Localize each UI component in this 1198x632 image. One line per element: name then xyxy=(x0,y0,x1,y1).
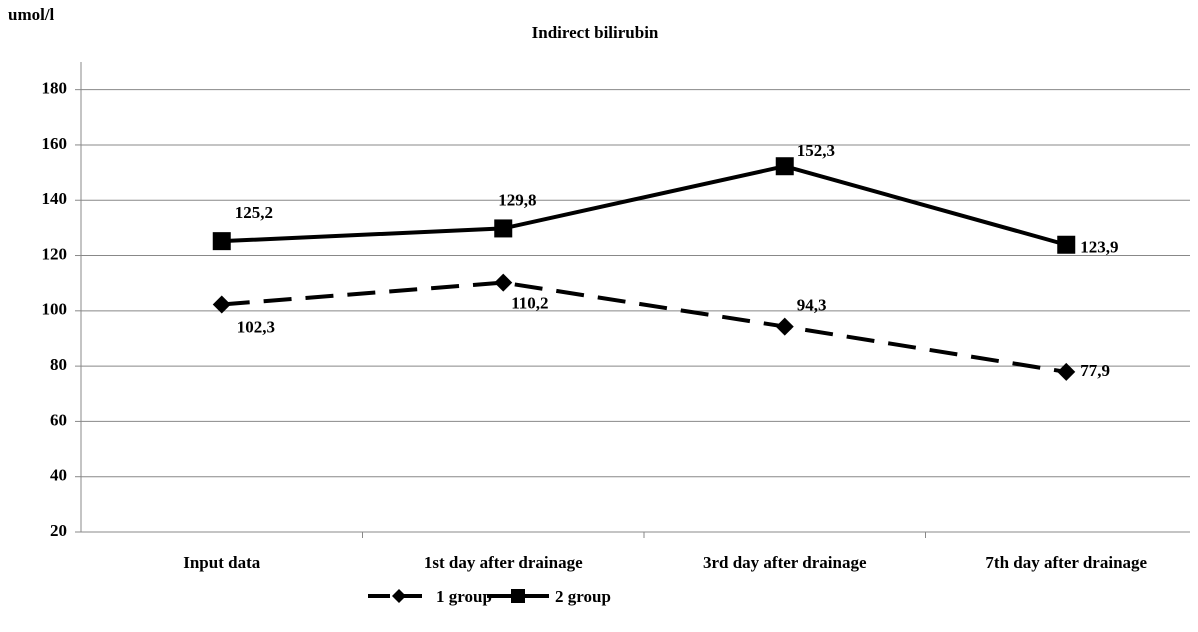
y-tick-label: 100 xyxy=(42,300,68,319)
y-tick-label: 60 xyxy=(50,410,67,429)
marker xyxy=(494,273,513,292)
x-tick-label: 7th day after drainage xyxy=(985,553,1147,572)
x-tick-label: 1st day after drainage xyxy=(424,553,583,572)
marker xyxy=(212,295,231,314)
data-label: 152,3 xyxy=(797,141,835,160)
marker xyxy=(212,232,231,251)
data-label: 77,9 xyxy=(1080,361,1110,380)
data-label: 102,3 xyxy=(237,317,275,336)
marker xyxy=(494,219,513,238)
data-label: 123,9 xyxy=(1080,238,1118,257)
y-tick-label: 180 xyxy=(42,79,68,98)
data-label: 129,8 xyxy=(498,190,536,209)
y-tick-label: 140 xyxy=(42,189,68,208)
data-label: 125,2 xyxy=(235,203,273,222)
series-line xyxy=(221,280,1067,374)
legend-marker xyxy=(392,589,406,603)
y-tick-label: 160 xyxy=(42,134,68,153)
marker xyxy=(775,157,794,176)
y-tick-label: 40 xyxy=(50,466,67,485)
y-tick-label: 20 xyxy=(50,521,67,540)
legend-marker xyxy=(511,589,525,603)
data-label: 94,3 xyxy=(797,295,827,314)
marker xyxy=(1057,235,1076,254)
y-tick-label: 120 xyxy=(42,244,68,263)
chart-title: Indirect bilirubin xyxy=(532,23,659,42)
legend-label: 1 group xyxy=(436,587,492,606)
x-tick-label: Input data xyxy=(183,553,261,572)
marker xyxy=(775,317,794,336)
y-tick-label: 80 xyxy=(50,355,67,374)
legend-label: 2 group xyxy=(555,587,611,606)
marker xyxy=(1057,362,1076,381)
series-line xyxy=(221,164,1067,247)
y-axis-label: umol/l xyxy=(8,5,55,24)
data-label: 110,2 xyxy=(511,294,548,313)
x-tick-label: 3rd day after drainage xyxy=(703,553,867,572)
